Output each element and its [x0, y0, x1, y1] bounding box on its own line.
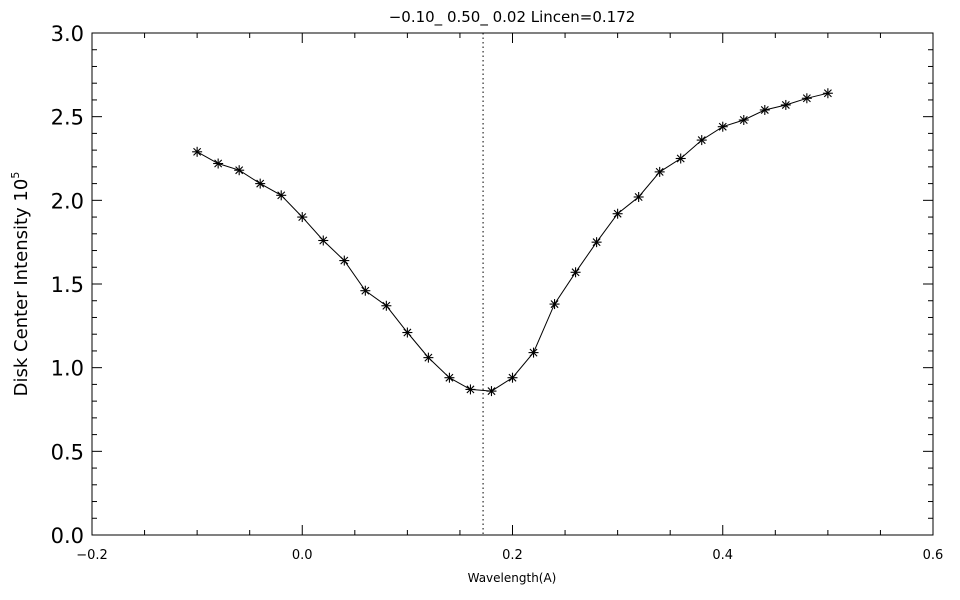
data-point: [654, 166, 665, 177]
data-point: [381, 300, 392, 311]
data-point: [423, 352, 434, 363]
chart-title: −0.10_ 0.50_ 0.02 Lincen=0.172: [389, 8, 636, 27]
y-axis-label-exponent: 5: [9, 172, 22, 179]
data-point: [780, 99, 791, 110]
data-point: [360, 285, 371, 296]
data-point: [549, 299, 560, 310]
y-tick-label: 2.5: [51, 106, 84, 130]
data-point: [717, 121, 728, 132]
data-point: [486, 386, 497, 397]
data-point: [507, 372, 518, 383]
x-tick-label: 0.6: [923, 548, 944, 563]
x-tick-label: 0.2: [502, 548, 523, 563]
axis-tick-labels: −0.2 0.0 0.2 0.4 0.60.00.51.01.52.02.53.0: [51, 22, 944, 563]
data-point: [675, 153, 686, 164]
data-point: [570, 267, 581, 278]
data-point: [465, 384, 476, 395]
y-tick-label: 0.0: [51, 524, 84, 548]
axis-ticks: [91, 32, 934, 536]
series-line: [196, 92, 829, 392]
y-axis-label: Disk Center Intensity 105: [9, 172, 32, 397]
data-point: [633, 191, 644, 202]
x-tick-label: 0.4: [712, 548, 733, 563]
data-point: [234, 165, 245, 176]
data-point: [276, 190, 287, 201]
data-markers: [192, 88, 833, 397]
data-point: [738, 115, 749, 126]
y-tick-label: 0.5: [51, 440, 84, 464]
y-tick-label: 3.0: [51, 22, 84, 46]
data-point: [402, 327, 413, 338]
data-point: [297, 212, 308, 223]
x-tick-label: 0.0: [292, 548, 313, 563]
data-point: [213, 158, 224, 169]
data-point: [696, 135, 707, 146]
x-tick-label: −0.2: [76, 548, 108, 563]
plot-frame: [91, 32, 934, 536]
y-tick-label: 2.0: [51, 189, 84, 213]
data-point: [759, 104, 770, 115]
data-point: [528, 347, 539, 358]
y-tick-label: 1.5: [51, 273, 84, 297]
x-axis-label: Wavelength(A): [468, 571, 557, 585]
y-tick-label: 1.0: [51, 357, 84, 381]
data-point: [318, 235, 329, 246]
data-point: [192, 146, 203, 157]
data-point: [591, 237, 602, 248]
data-point: [444, 372, 455, 383]
data-point: [801, 93, 812, 104]
data-point: [339, 255, 350, 266]
y-axis-label-text: Disk Center Intensity 10: [11, 179, 32, 397]
data-point: [612, 208, 623, 219]
data-point: [255, 178, 266, 189]
data-point: [822, 88, 833, 99]
